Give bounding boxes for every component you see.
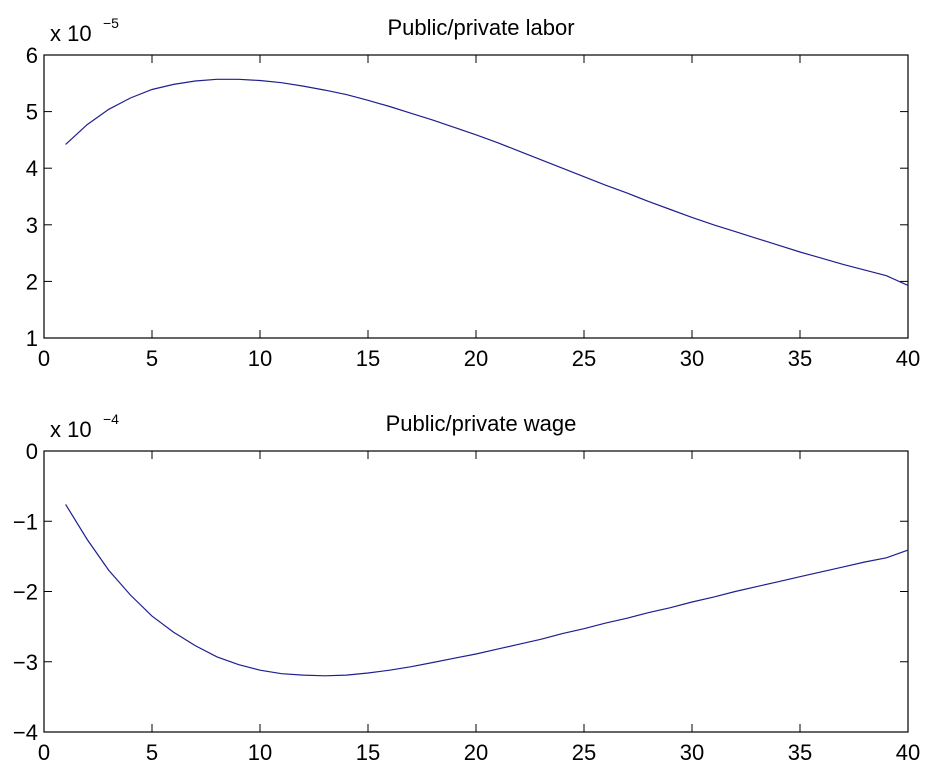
x-tick-label-labor: 35: [788, 346, 812, 371]
x-tick-label-labor: 10: [248, 346, 272, 371]
scale-exponent-labor: −5: [103, 15, 119, 31]
axes-wage: 0 5 10 15 20 25 30 35 40 −4 −3 −2 −1 0 Public/private …: [13, 411, 920, 765]
y-tick-label-labor: 5: [26, 100, 38, 125]
x-tick-label-labor: 15: [356, 346, 380, 371]
y-tick-label-wage: −4: [13, 720, 38, 745]
x-tick-label-wage: 25: [572, 740, 596, 765]
series-line-labor: [65, 78, 909, 286]
x-tick-label-labor: 30: [680, 346, 704, 371]
axes-frame-wage: [43, 450, 909, 733]
y-tick-label-labor: 4: [26, 156, 38, 181]
y-tick-label-labor: 1: [26, 326, 38, 351]
scale-label-labor: x 10: [50, 21, 92, 46]
x-tick-label-wage: 20: [464, 740, 488, 765]
y-tick-label-wage: −2: [13, 580, 38, 605]
axes-labor: 0 5 10 15 20 25 30 35 40 1 2 3 4 5 6 Public/private lab…: [26, 15, 920, 371]
x-tick-label-wage: 40: [896, 740, 920, 765]
x-tick-label-labor: 40: [896, 346, 920, 371]
x-tick-label-labor: 5: [146, 346, 158, 371]
axes-frame-labor: [43, 54, 909, 339]
chart-title-wage: Public/private wage: [386, 411, 577, 436]
x-tick-label-labor: 20: [464, 346, 488, 371]
y-tick-label-labor: 2: [26, 269, 38, 294]
y-tick-label-wage: 0: [26, 439, 38, 464]
x-tick-label-wage: 30: [680, 740, 704, 765]
y-tick-label-wage: −3: [13, 650, 38, 675]
x-tick-label-wage: 0: [38, 740, 50, 765]
x-tick-label-wage: 5: [146, 740, 158, 765]
scale-label-wage: x 10: [50, 417, 92, 442]
x-tick-label-wage: 10: [248, 740, 272, 765]
y-tick-label-labor: 6: [26, 43, 38, 68]
x-tick-label-wage: 15: [356, 740, 380, 765]
chart-title-labor: Public/private labor: [387, 15, 574, 40]
x-tick-label-labor: 0: [38, 346, 50, 371]
x-tick-label-labor: 25: [572, 346, 596, 371]
series-line-wage: [65, 504, 909, 677]
y-tick-label-wage: −1: [13, 509, 38, 534]
y-tick-label-labor: 3: [26, 213, 38, 238]
scale-exponent-wage: −4: [103, 411, 119, 427]
x-tick-label-wage: 35: [788, 740, 812, 765]
